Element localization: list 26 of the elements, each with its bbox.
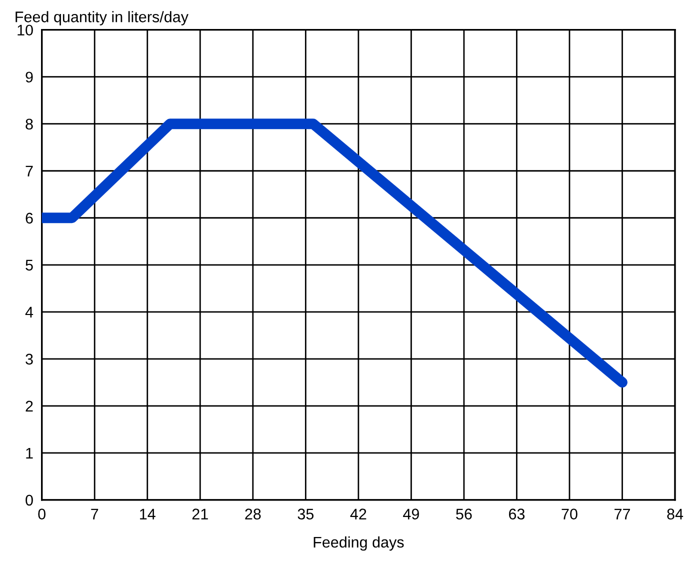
x-tick-label: 28 (245, 508, 261, 520)
y-axis-title: Feed quantity in liters/day (16, 11, 188, 26)
x-axis-title: Feeding days (314, 536, 404, 551)
y-tick-label: 5 (26, 260, 33, 271)
x-tick-label: 0 (38, 508, 46, 520)
x-tick-label: 70 (562, 508, 578, 520)
x-tick-label: 84 (667, 508, 684, 520)
x-tick-label: 77 (614, 508, 630, 520)
y-tick-label: 4 (25, 306, 34, 318)
x-tick-label: 14 (140, 508, 156, 520)
y-tick-label: 2 (26, 400, 33, 412)
x-tick-label: 49 (403, 508, 419, 520)
y-tick-label: 6 (26, 212, 33, 224)
y-tick-label: 10 (18, 24, 33, 36)
y-tick-label: 1 (26, 448, 33, 458)
y-tick-label: 7 (26, 166, 33, 176)
y-tick-label: 8 (26, 118, 33, 130)
y-tick-label: 3 (26, 354, 33, 365)
x-tick-label: 35 (298, 508, 314, 520)
x-tick-label: 7 (91, 508, 98, 520)
y-tick-label: 0 (26, 494, 33, 506)
x-tick-label: 42 (350, 508, 366, 520)
x-tick-label: 56 (456, 508, 472, 520)
x-tick-label: 21 (192, 508, 208, 520)
y-tick-label: 9 (26, 72, 33, 83)
x-tick-label: 63 (509, 508, 525, 520)
